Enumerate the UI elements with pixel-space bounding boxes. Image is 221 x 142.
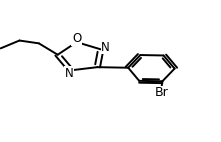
Text: Br: Br bbox=[154, 86, 168, 99]
Text: N: N bbox=[101, 41, 110, 54]
Text: O: O bbox=[72, 33, 81, 45]
Text: N: N bbox=[65, 67, 73, 80]
